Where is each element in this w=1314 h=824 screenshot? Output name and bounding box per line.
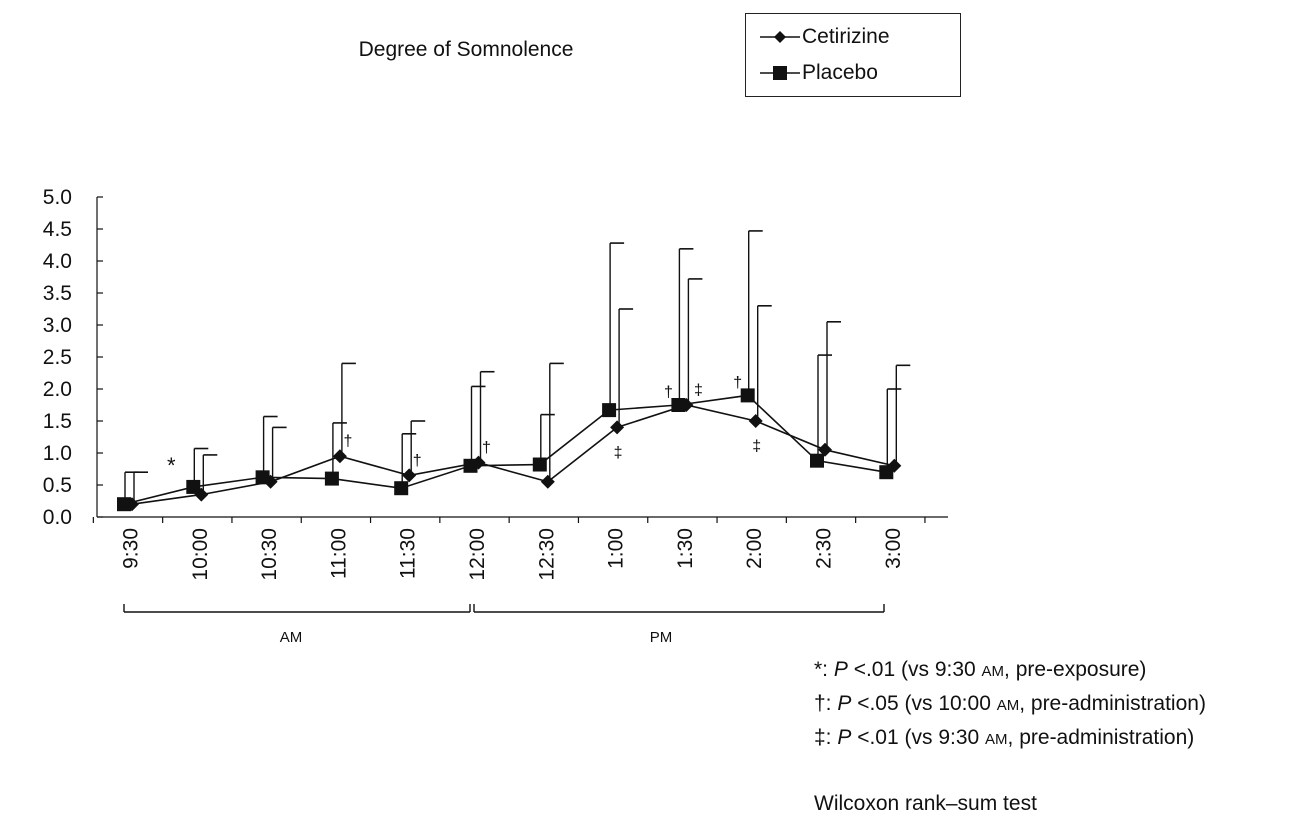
footnote-star-value: <.01 (vs 9:30 xyxy=(847,658,982,681)
data-point-cetirizine xyxy=(818,442,832,457)
data-point-cetirizine xyxy=(610,420,625,435)
x-tick-label: 9:30 xyxy=(120,528,143,569)
data-point-placebo xyxy=(879,465,894,480)
y-tick-label: 0.5 xyxy=(43,474,72,497)
x-tick-label: 10:00 xyxy=(189,528,212,581)
am-label: AM xyxy=(985,731,1008,748)
footnote-dagger-symbol: †: xyxy=(814,692,838,715)
legend-item-placebo: Placebo xyxy=(760,58,878,88)
chart-title: Degree of Somnolence xyxy=(358,38,574,61)
legend-label-cetirizine: Cetirizine xyxy=(802,25,890,48)
x-tick-label: 12:00 xyxy=(466,528,489,581)
series-line-placebo xyxy=(123,394,887,505)
p-label: P xyxy=(837,726,852,749)
period-brackets: AM PM xyxy=(123,604,885,646)
significance-mark: † xyxy=(343,433,352,450)
significance-mark: † xyxy=(733,374,742,391)
p-label: P xyxy=(833,658,848,681)
significance-mark: † xyxy=(413,452,422,469)
data-point-cetirizine xyxy=(540,474,555,489)
y-tick-label: 1.5 xyxy=(43,410,72,433)
data-point-placebo xyxy=(186,479,201,494)
footnote-dagger: †: P <.05 (vs 10:00 AM, pre-administrati… xyxy=(814,688,1206,722)
significance-mark: † xyxy=(664,384,673,401)
x-tick-labels: 9:30 10:00 10:30 11:00 11:30 12:00 12:30 1:00 1:… xyxy=(120,528,905,581)
x-tick-label: 10:30 xyxy=(258,528,281,581)
x-tick-label: 11:30 xyxy=(397,528,420,579)
data-point-placebo xyxy=(394,481,409,496)
data-point-placebo xyxy=(255,470,270,485)
data-point-placebo xyxy=(740,388,755,403)
legend-item-cetirizine: Cetirizine xyxy=(760,22,890,52)
data-point-placebo xyxy=(602,403,617,418)
series-line-cetirizine xyxy=(131,404,895,505)
error-bars xyxy=(124,230,911,505)
footnote-dagger-tail: , pre-administration) xyxy=(1019,692,1206,715)
data-point-cetirizine xyxy=(332,449,347,464)
footnote-ddagger-symbol: ‡: xyxy=(814,726,838,749)
x-tick-label: 2:30 xyxy=(813,528,836,569)
data-point-placebo xyxy=(463,458,478,473)
data-point-cetirizine xyxy=(402,468,417,483)
footnote-ddagger-value: <.01 (vs 9:30 xyxy=(851,726,986,749)
footnote-ddagger: ‡: P <.01 (vs 9:30 AM, pre-administratio… xyxy=(814,722,1206,756)
chart-axes xyxy=(92,196,948,523)
legend-label-placebo: Placebo xyxy=(802,61,878,84)
significance-mark: † xyxy=(482,440,491,457)
data-point-placebo xyxy=(324,471,339,486)
series-markers xyxy=(117,388,902,512)
y-tick-label: 5.0 xyxy=(43,186,72,209)
test-note: Wilcoxon rank–sum test xyxy=(814,792,1037,815)
footnote-dagger-value: <.05 (vs 10:00 xyxy=(851,692,997,715)
data-point-placebo xyxy=(532,457,547,472)
period-label: PM xyxy=(650,629,673,646)
footnote-star-symbol: *: xyxy=(814,658,834,681)
legend: Cetirizine Placebo xyxy=(745,13,961,97)
y-tick-label: 4.5 xyxy=(43,218,72,241)
y-tick-label: 0.0 xyxy=(43,506,72,529)
data-point-cetirizine xyxy=(748,414,763,428)
y-tick-label: 3.5 xyxy=(43,282,72,305)
x-tick-label: 12:30 xyxy=(535,528,558,581)
significance-mark: ‡ xyxy=(694,382,703,399)
period-label: AM xyxy=(280,629,303,646)
x-tick-label: 2:00 xyxy=(743,528,766,569)
y-tick-label: 3.0 xyxy=(43,314,72,337)
y-tick-label: 1.0 xyxy=(43,442,72,465)
significance-mark: ‡ xyxy=(614,444,623,461)
x-tick-label: 3:00 xyxy=(882,528,905,569)
footnote-star-tail: , pre-exposure) xyxy=(1004,658,1147,681)
significance-mark: ‡ xyxy=(752,438,761,455)
footnote-ddagger-tail: , pre-administration) xyxy=(1007,726,1195,749)
data-point-placebo xyxy=(810,453,824,468)
p-label: P xyxy=(837,692,852,715)
y-tick-label: 2.5 xyxy=(43,346,72,369)
y-tick-label: 2.0 xyxy=(43,378,72,401)
footnote-star: *: P <.01 (vs 9:30 AM, pre-exposure) xyxy=(814,654,1206,688)
x-tick-label: 1:30 xyxy=(674,528,697,569)
footnotes: *: P <.01 (vs 9:30 AM, pre-exposure) †: … xyxy=(814,654,1206,820)
diamond-line-icon xyxy=(760,31,800,43)
series-lines xyxy=(123,394,895,505)
y-tick-label: 4.0 xyxy=(43,250,72,273)
significance-annotations: * † † † ‡ † ‡ † ‡ xyxy=(167,374,761,478)
significance-mark: * xyxy=(167,453,176,478)
am-label: AM xyxy=(981,663,1005,680)
am-label: AM xyxy=(996,697,1020,714)
x-tick-label: 1:00 xyxy=(605,528,628,569)
data-point-placebo xyxy=(117,497,131,512)
data-point-placebo xyxy=(671,398,686,412)
x-tick-label: 11:00 xyxy=(327,528,350,579)
square-line-icon xyxy=(760,66,800,80)
y-tick-labels: 0.0 0.5 1.0 1.5 2.0 2.5 3.0 3.5 4.0 4.5 5.0 xyxy=(43,186,72,529)
